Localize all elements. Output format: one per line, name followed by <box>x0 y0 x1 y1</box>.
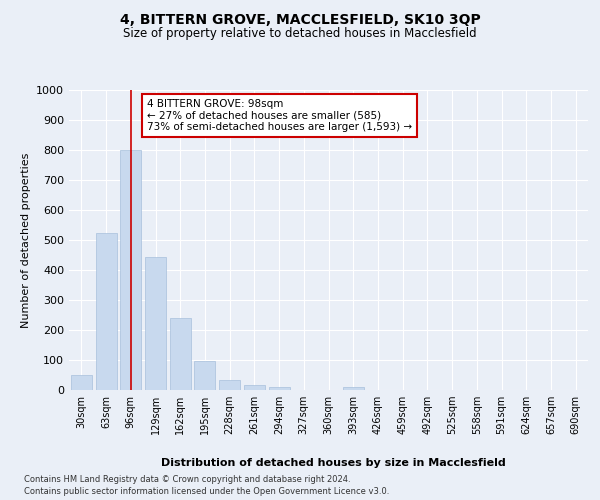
Bar <box>194 360 215 390</box>
Text: Contains HM Land Registry data © Crown copyright and database right 2024.: Contains HM Land Registry data © Crown c… <box>24 474 350 484</box>
Text: Distribution of detached houses by size in Macclesfield: Distribution of detached houses by size … <box>161 458 505 468</box>
Bar <box>71 375 92 390</box>
Text: Contains public sector information licensed under the Open Government Licence v3: Contains public sector information licen… <box>24 488 389 496</box>
Bar <box>95 232 116 390</box>
Bar <box>170 318 191 390</box>
Bar <box>120 150 141 390</box>
Bar <box>219 380 240 390</box>
Bar <box>269 387 290 390</box>
Bar <box>244 384 265 390</box>
Bar <box>145 256 166 390</box>
Y-axis label: Number of detached properties: Number of detached properties <box>20 152 31 328</box>
Text: 4 BITTERN GROVE: 98sqm
← 27% of detached houses are smaller (585)
73% of semi-de: 4 BITTERN GROVE: 98sqm ← 27% of detached… <box>147 99 412 132</box>
Bar <box>343 387 364 390</box>
Text: 4, BITTERN GROVE, MACCLESFIELD, SK10 3QP: 4, BITTERN GROVE, MACCLESFIELD, SK10 3QP <box>119 12 481 26</box>
Text: Size of property relative to detached houses in Macclesfield: Size of property relative to detached ho… <box>123 28 477 40</box>
